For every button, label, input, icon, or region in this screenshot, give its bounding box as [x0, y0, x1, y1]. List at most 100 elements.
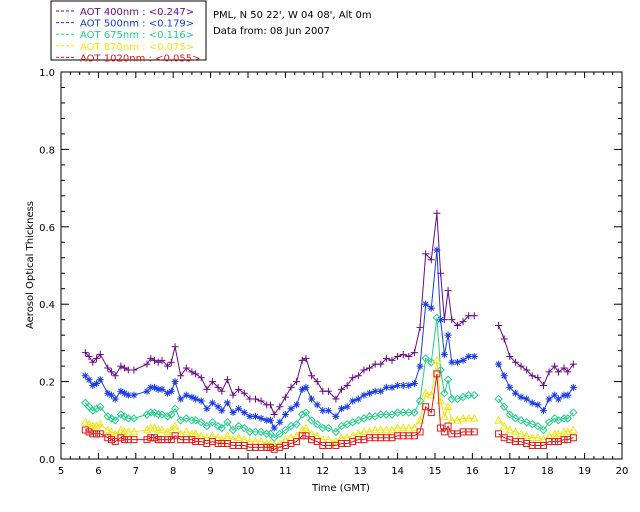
triangle-marker — [382, 425, 391, 434]
triangle-marker — [376, 425, 386, 434]
diamond-marker — [182, 414, 191, 423]
asterisk-marker — [281, 410, 289, 418]
square-marker — [560, 436, 568, 444]
plus-marker — [154, 358, 162, 366]
diamond-marker — [92, 404, 101, 413]
asterisk-marker — [81, 372, 89, 380]
plus-marker — [192, 370, 200, 378]
diamond-marker — [96, 402, 105, 411]
square-marker — [422, 403, 430, 411]
asterisk-marker — [143, 387, 151, 395]
plus-marker — [394, 352, 402, 360]
plus-marker — [399, 351, 407, 359]
site-info: PML, N 50 22', W 04 08', Alt 0m — [213, 10, 372, 21]
asterisk-marker — [298, 385, 306, 393]
diamond-marker — [245, 427, 255, 437]
diamond-marker — [539, 425, 548, 435]
diamond-marker — [154, 410, 163, 419]
asterisk-marker — [257, 414, 265, 422]
plus-marker — [427, 256, 435, 264]
square-marker — [437, 424, 445, 432]
diamond-marker — [499, 402, 509, 411]
triangle-marker — [80, 417, 90, 426]
plus-marker — [410, 349, 418, 357]
plus-marker — [332, 395, 340, 403]
triangle-marker — [157, 425, 167, 434]
plus-marker — [349, 374, 357, 382]
triangle-marker — [533, 433, 543, 442]
legend-entry: AOT 870nm : <0.075> — [80, 42, 194, 53]
x-axis: 5 6 7 8 9 10 11 12 13 14 15 16 17 18 19 20 — [58, 72, 628, 477]
diamond-marker — [516, 416, 526, 425]
triangle-marker — [92, 421, 101, 430]
triangle-marker — [129, 427, 139, 436]
asterisk-marker — [405, 381, 413, 389]
diamond-marker — [223, 418, 232, 427]
plot-frame — [60, 71, 623, 460]
asterisk-marker — [96, 376, 104, 384]
asterisk-marker — [528, 399, 536, 407]
asterisk-marker — [89, 381, 97, 389]
x-tick-label: 18 — [541, 466, 554, 477]
asterisk-marker — [388, 383, 396, 391]
asterisk-marker — [263, 416, 271, 424]
asterisk-marker — [154, 385, 162, 393]
diamond-marker — [331, 427, 341, 437]
x-tick-label: 13 — [354, 466, 367, 477]
plus-marker — [96, 351, 104, 359]
triangle-marker — [398, 423, 408, 432]
triangle-marker — [554, 429, 563, 438]
diamond-marker — [410, 408, 419, 417]
asterisk-marker — [437, 316, 445, 324]
plus-marker — [171, 343, 179, 351]
square-marker — [324, 441, 332, 449]
triangle-marker — [516, 429, 526, 438]
square-marker — [427, 409, 435, 417]
asterisk-marker — [324, 407, 332, 415]
diamond-marker — [533, 421, 543, 431]
triangle-marker — [234, 433, 243, 442]
x-tick-label: 14 — [391, 466, 404, 477]
asterisk-marker — [569, 383, 577, 391]
plus-marker — [188, 368, 196, 376]
asterisk-marker — [147, 383, 155, 391]
plus-marker — [293, 378, 301, 386]
asterisk-marker — [158, 385, 166, 393]
x-tick-label: 8 — [170, 466, 176, 477]
diamond-marker — [440, 389, 449, 398]
asterisk-marker — [448, 358, 456, 366]
diamond-marker — [142, 410, 152, 419]
plus-marker — [251, 395, 259, 403]
diamond-marker — [511, 414, 520, 423]
plus-marker — [208, 378, 216, 386]
diamond-marker — [301, 408, 311, 417]
asterisk-marker — [104, 389, 112, 397]
diamond-marker — [275, 429, 284, 439]
diamond-marker — [436, 365, 445, 375]
square-marker — [313, 438, 321, 446]
plus-marker — [343, 381, 351, 389]
plus-marker — [197, 374, 205, 382]
square-marker — [293, 438, 301, 446]
asterisk-marker — [360, 391, 368, 399]
diamond-marker — [129, 414, 139, 423]
triangle-marker — [464, 413, 474, 422]
square-marker — [121, 436, 129, 444]
diamond-marker — [443, 375, 453, 384]
diamond-marker — [432, 313, 442, 322]
square-marker — [433, 370, 441, 378]
triangle-marker — [527, 433, 537, 442]
asterisk-marker — [444, 331, 452, 339]
diamond-marker — [563, 414, 572, 423]
asterisk-marker — [302, 383, 310, 391]
triangle-marker — [370, 425, 380, 434]
square-marker — [107, 436, 115, 444]
diamond-marker — [324, 423, 333, 433]
diamond-marker — [382, 410, 391, 419]
diamond-marker — [111, 416, 120, 425]
diamond-marker — [88, 406, 97, 415]
triangle-marker — [217, 435, 227, 443]
square-marker — [416, 428, 424, 436]
asterisk-marker — [270, 424, 278, 432]
diamond-marker — [393, 408, 402, 417]
